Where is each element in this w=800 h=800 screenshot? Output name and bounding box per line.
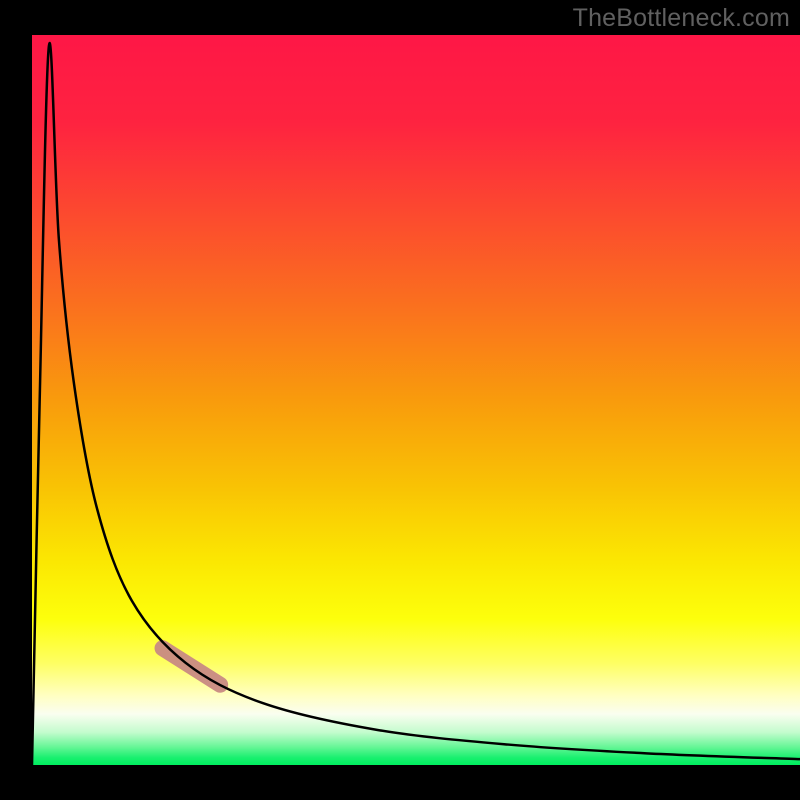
curve-layer <box>32 35 800 765</box>
bottleneck-curve <box>32 43 800 765</box>
watermark-text: TheBottleneck.com <box>573 4 790 33</box>
chart-frame <box>32 35 800 765</box>
plot-area <box>32 35 800 765</box>
